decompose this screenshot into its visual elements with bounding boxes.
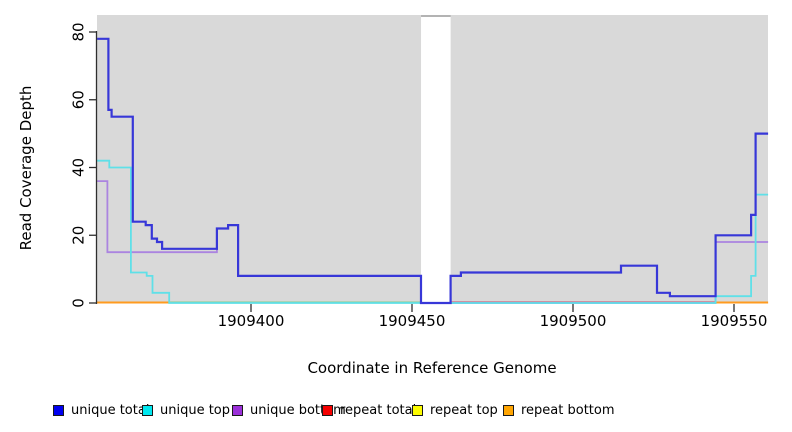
series-line-unique-top [97, 159, 769, 304]
legend-label: repeat bottom [521, 402, 615, 418]
legend-item-repeat-top: repeat top [412, 402, 498, 418]
legend-item-repeat-total: repeat total [322, 402, 416, 418]
x-axis-title: Coordinate in Reference Genome [307, 359, 557, 377]
y-tick-label: 60 [70, 90, 88, 109]
x-tick-label: 1909500 [540, 312, 607, 330]
legend-swatch-icon [232, 404, 243, 416]
y-tick-label: 20 [70, 226, 88, 245]
legend-swatch-icon [142, 404, 153, 416]
legend-swatch-icon [503, 404, 514, 416]
y-tick-label: 40 [70, 158, 88, 177]
legend-swatch-icon [53, 404, 64, 416]
legend-label: unique total [71, 402, 150, 418]
series-line-unique-total [97, 37, 769, 305]
legend-label: unique bottom [250, 402, 346, 418]
legend-item-unique-total: unique total [53, 402, 149, 418]
x-tick-label: 1909400 [218, 312, 285, 330]
legend-item-unique-bottom: unique bottom [232, 402, 346, 418]
y-tick-label: 80 [70, 22, 88, 41]
x-tick-label: 1909550 [701, 312, 768, 330]
y-axis-title: Read Coverage Depth [17, 85, 35, 251]
legend-swatch-icon [412, 404, 423, 416]
legend-swatch-icon [322, 404, 333, 416]
no-data-gap [421, 17, 451, 303]
y-tick-label: 0 [70, 298, 88, 308]
legend-label: repeat total [340, 402, 417, 418]
legend-item-unique-top: unique top [142, 402, 230, 418]
legend-label: unique top [160, 402, 231, 418]
legend-item-repeat-bottom: repeat bottom [503, 402, 615, 418]
legend-label: repeat top [430, 402, 498, 418]
x-tick-label: 1909450 [379, 312, 446, 330]
